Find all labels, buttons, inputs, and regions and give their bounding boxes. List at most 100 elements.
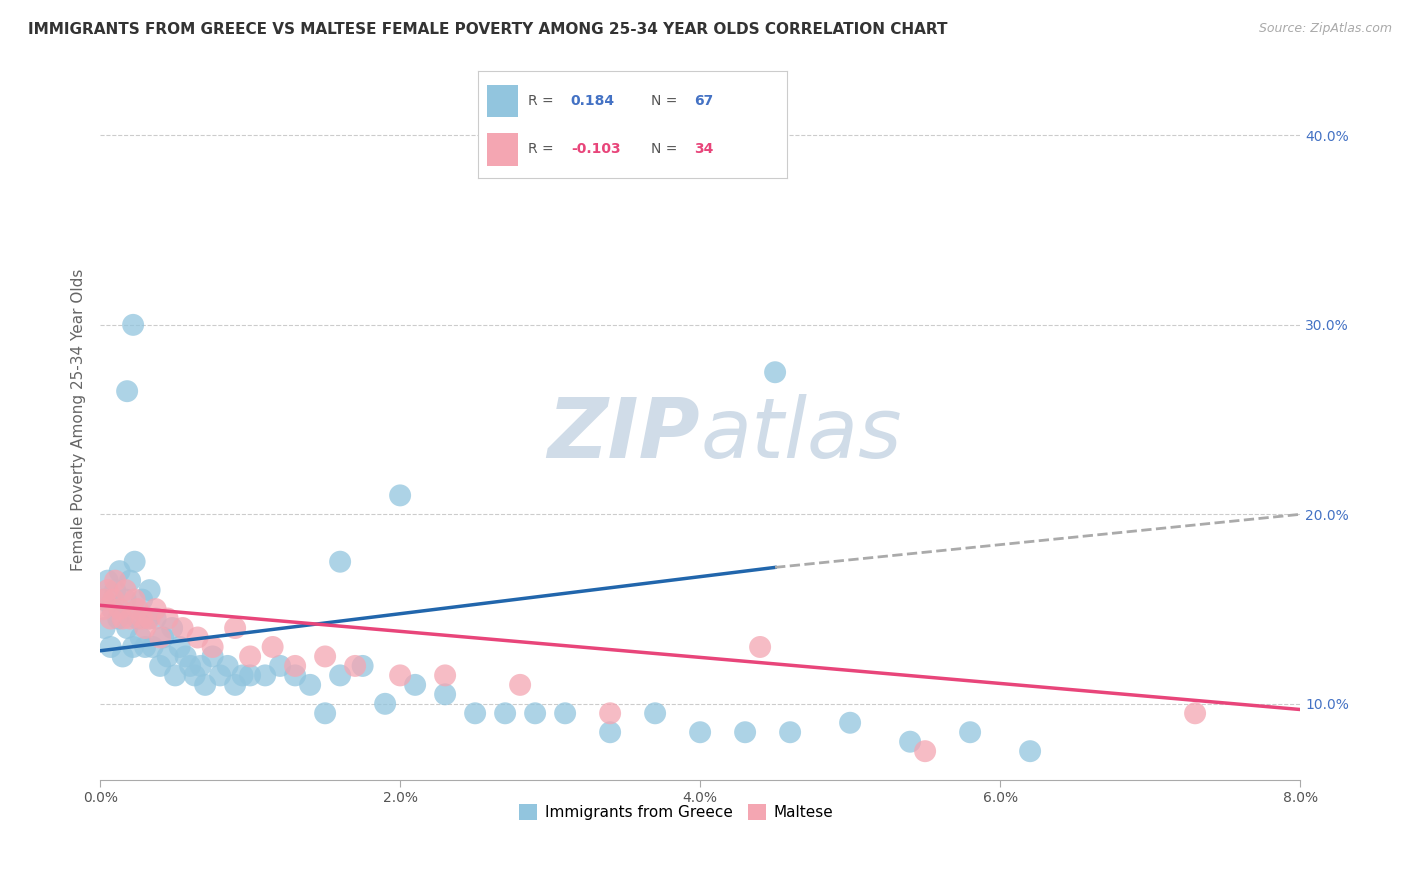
Point: [104, 583, 127, 598]
Point: [389, 668, 412, 682]
Point: [190, 659, 212, 673]
Point: [100, 611, 122, 625]
Point: [129, 631, 152, 645]
Point: [344, 659, 367, 673]
Point: [509, 678, 531, 692]
Point: [434, 687, 457, 701]
Text: IMMIGRANTS FROM GREECE VS MALTESE FEMALE POVERTY AMONG 25-34 YEAR OLDS CORRELATI: IMMIGRANTS FROM GREECE VS MALTESE FEMALE…: [28, 22, 948, 37]
Text: 67: 67: [695, 95, 714, 108]
Point: [464, 706, 486, 721]
Point: [239, 649, 262, 664]
Point: [115, 384, 138, 399]
Point: [120, 574, 142, 588]
Point: [111, 649, 134, 664]
Point: [839, 715, 862, 730]
Point: [108, 602, 131, 616]
Point: [554, 706, 576, 721]
Point: [103, 592, 125, 607]
Point: [122, 318, 145, 332]
Point: [734, 725, 756, 739]
Point: [97, 574, 120, 588]
Text: ZIP: ZIP: [547, 393, 700, 475]
Point: [156, 649, 179, 664]
Point: [108, 564, 131, 578]
Point: [131, 592, 153, 607]
Point: [224, 678, 246, 692]
Point: [127, 611, 149, 625]
Point: [314, 706, 336, 721]
Point: [524, 706, 547, 721]
Point: [114, 592, 136, 607]
Point: [763, 365, 786, 379]
Point: [122, 640, 145, 654]
Point: [749, 640, 772, 654]
Point: [217, 659, 239, 673]
Point: [93, 621, 115, 635]
Text: N =: N =: [651, 95, 678, 108]
Point: [239, 668, 262, 682]
Point: [156, 611, 179, 625]
Point: [269, 659, 291, 673]
Bar: [488, 86, 519, 118]
Point: [434, 668, 457, 682]
Text: N =: N =: [651, 143, 678, 156]
Point: [284, 659, 307, 673]
Point: [91, 602, 114, 616]
Point: [1184, 706, 1206, 721]
Point: [898, 735, 921, 749]
Text: 34: 34: [695, 143, 714, 156]
Point: [91, 592, 114, 607]
Point: [299, 678, 322, 692]
Point: [374, 697, 396, 711]
Point: [599, 725, 621, 739]
Point: [138, 611, 160, 625]
Point: [494, 706, 516, 721]
Point: [284, 668, 307, 682]
Point: [644, 706, 666, 721]
Text: R =: R =: [527, 143, 553, 156]
Point: [201, 649, 224, 664]
Point: [224, 621, 246, 635]
Point: [120, 611, 142, 625]
Point: [142, 640, 165, 654]
Point: [209, 668, 232, 682]
Point: [114, 583, 136, 598]
Point: [599, 706, 621, 721]
Point: [183, 668, 205, 682]
Text: Source: ZipAtlas.com: Source: ZipAtlas.com: [1258, 22, 1392, 36]
Point: [262, 640, 284, 654]
Point: [329, 668, 352, 682]
Point: [232, 668, 254, 682]
Point: [152, 631, 174, 645]
Point: [124, 592, 146, 607]
Point: [194, 678, 217, 692]
Y-axis label: Female Poverty Among 25-34 Year Olds: Female Poverty Among 25-34 Year Olds: [72, 268, 86, 571]
Point: [127, 602, 149, 616]
Point: [329, 555, 352, 569]
Point: [779, 725, 801, 739]
Point: [101, 602, 124, 616]
Text: 0.184: 0.184: [571, 95, 614, 108]
Point: [124, 555, 146, 569]
Point: [172, 621, 194, 635]
Point: [959, 725, 981, 739]
Point: [149, 659, 172, 673]
Point: [254, 668, 277, 682]
Point: [389, 488, 412, 502]
Bar: [488, 134, 519, 166]
Point: [914, 744, 936, 758]
Point: [1019, 744, 1042, 758]
Point: [93, 592, 115, 607]
Point: [404, 678, 426, 692]
Text: R =: R =: [527, 95, 553, 108]
Text: -0.103: -0.103: [571, 143, 620, 156]
Point: [138, 583, 160, 598]
Point: [145, 611, 167, 625]
Point: [136, 611, 159, 625]
Point: [179, 659, 201, 673]
Point: [100, 640, 122, 654]
Point: [134, 621, 156, 635]
Text: atlas: atlas: [700, 393, 901, 475]
Point: [97, 583, 120, 598]
Point: [160, 621, 183, 635]
